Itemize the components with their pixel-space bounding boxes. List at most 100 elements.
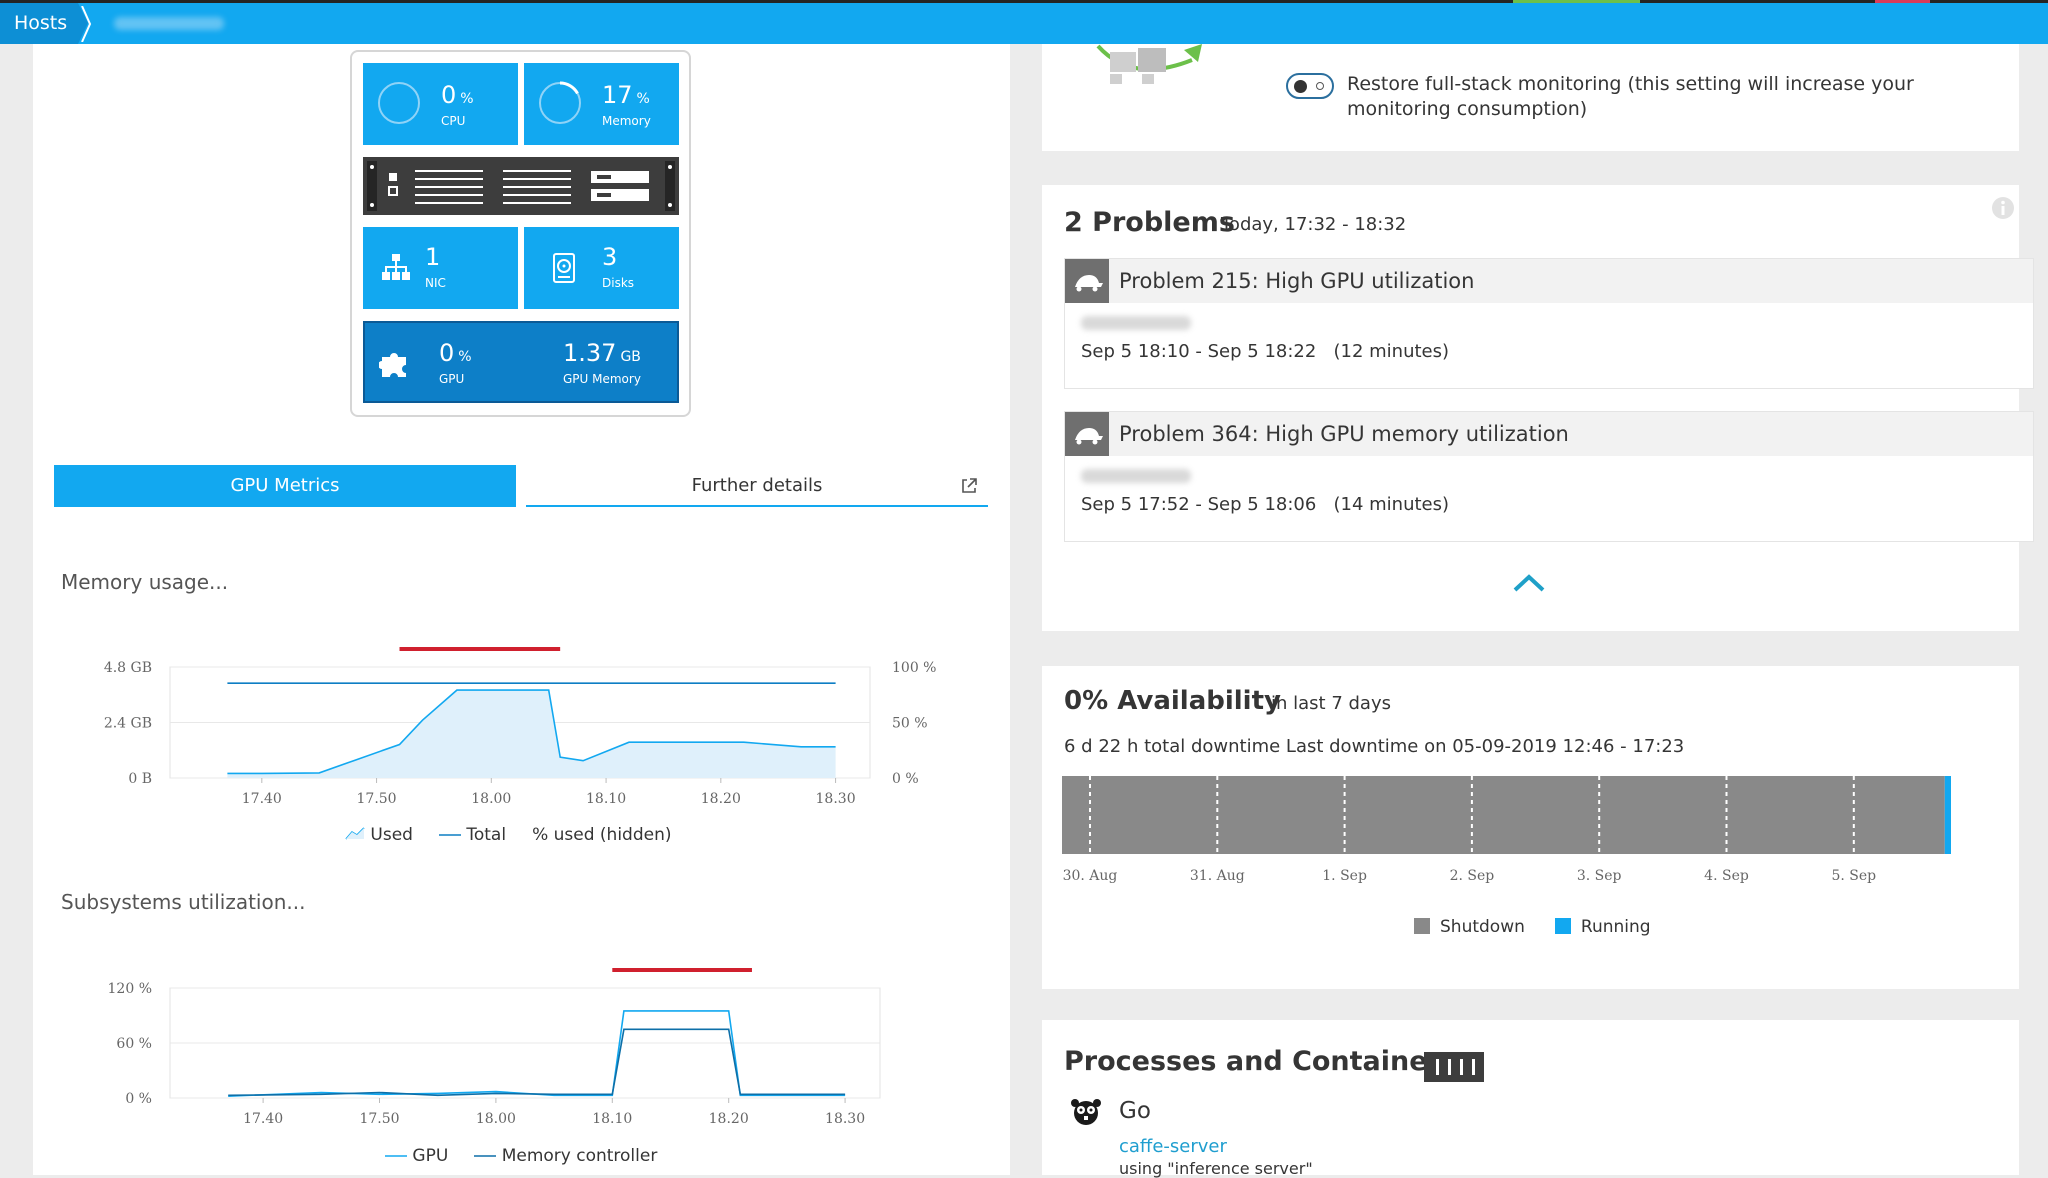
x-tick-label: 18.10 [592, 1111, 632, 1127]
memory-unit: % [636, 91, 650, 107]
disks-value: 3 [602, 243, 618, 271]
gpu-tile[interactable]: 0% GPU 1.37 GB GPU Memory [363, 321, 679, 403]
tab-further-details-label: Further details [691, 475, 823, 496]
legend-running[interactable]: Running [1554, 917, 1651, 937]
legend-swatch-shutdown [1414, 918, 1430, 934]
y-tick-label: 0 B [128, 771, 152, 787]
info-icon[interactable] [1991, 196, 2015, 220]
availability-running-bar[interactable] [1944, 776, 1951, 854]
subsystems-chart-grid [169, 987, 881, 1099]
gpu-memory-value-number: 1.37 [563, 339, 617, 367]
problem-card[interactable]: Problem 215: High GPU utilization Sep 5 … [1064, 258, 2034, 389]
puzzle-icon [379, 353, 406, 377]
memory-usage-title[interactable]: Memory usage... [61, 570, 229, 594]
problem-blurred-text [1081, 316, 1191, 330]
problem-card[interactable]: Problem 364: High GPU memory utilization… [1064, 411, 2034, 542]
problems-time-range: Today, 17:32 - 18:32 [1221, 214, 1407, 235]
line-legend-icon [474, 1155, 497, 1157]
area-legend-icon [345, 827, 365, 840]
processes-panel: Processes and Containers Go caffe-server… [1042, 1020, 2019, 1178]
cpu-unit: % [460, 91, 474, 107]
x-tick-label: 17.50 [359, 1111, 399, 1127]
process-group-icon[interactable] [1424, 1052, 1484, 1082]
x-tick-label: 18.30 [825, 1111, 865, 1127]
problem-card-header: Problem 364: High GPU memory utilization [1065, 412, 2033, 456]
availability-chart[interactable]: 30. Aug 31. Aug 1. Sep 2. Sep 3. Sep 4. Sep 5.… [1062, 776, 1962, 916]
turtle-icon [1075, 428, 1103, 445]
y-tick-label: 120 % [108, 981, 152, 997]
availability-legend: Shutdown Running [1414, 917, 1651, 937]
disks-tile[interactable]: 3 Disks [524, 227, 679, 309]
process-group-label[interactable]: Go [1119, 1098, 1151, 1124]
legend-gpu[interactable]: GPU [385, 1146, 448, 1166]
tab-gpu-metrics[interactable]: GPU Metrics [54, 465, 516, 507]
cpu-value-number: 0 [441, 81, 457, 109]
cpu-tile[interactable]: 0% CPU [363, 63, 518, 145]
cpu-value: 0% [441, 81, 474, 109]
gpu-memory-unit: GB [620, 349, 641, 365]
memory-chart-y-axis-right: 100 % 50 % 0 % [892, 660, 936, 787]
x-tick-label: 17.40 [242, 791, 282, 807]
x-tick-label: 3. Sep [1577, 868, 1622, 884]
legend-shutdown-label: Shutdown [1440, 917, 1525, 937]
legend-memory-controller[interactable]: Memory controller [474, 1146, 657, 1166]
problem-time-range: Sep 5 18:10 - Sep 5 18:22 (12 minutes) [1081, 341, 1449, 362]
memory-used-line [227, 689, 836, 775]
x-tick-label: 5. Sep [1831, 868, 1876, 884]
y-tick-label-right: 50 % [892, 716, 928, 732]
memory-used-area [227, 690, 836, 778]
y-tick-label-right: 100 % [892, 660, 936, 676]
chevron-up-icon[interactable] [1512, 572, 1546, 594]
problem-card-header: Problem 215: High GPU utilization [1065, 259, 2033, 303]
legend-used[interactable]: Used [345, 825, 413, 845]
breadcrumb-arrow [78, 3, 88, 44]
x-tick-label: 17.40 [243, 1111, 283, 1127]
breadcrumb-hosts[interactable]: Hosts [0, 3, 78, 44]
problem-duration: (12 minutes) [1333, 341, 1450, 362]
monitoring-settings-panel: Restore full-stack monitoring (this sett… [1042, 44, 2019, 151]
downtime-summary: 6 d 22 h total downtime Last downtime on… [1064, 736, 1685, 757]
x-tick-label: 18.00 [471, 791, 511, 807]
nic-tile[interactable]: 1 NIC [363, 227, 518, 309]
problem-duration: (14 minutes) [1333, 494, 1450, 515]
host-name-breadcrumb[interactable] [114, 17, 224, 30]
server-rack-icon [363, 157, 679, 215]
problems-title[interactable]: 2 Problems [1064, 207, 1235, 238]
legend-shutdown[interactable]: Shutdown [1414, 917, 1525, 937]
x-tick-label: 18.20 [701, 791, 741, 807]
gpu-value-number: 0 [439, 339, 455, 367]
memory-usage-chart[interactable]: 4.8 GB2.4 GB0 B 100 %50 %0 % 17.40 17.50 1… [60, 630, 960, 850]
external-link-icon[interactable] [960, 477, 978, 495]
availability-title[interactable]: 0% Availability [1064, 686, 1281, 716]
cpu-gauge-icon [378, 82, 420, 124]
legend-total[interactable]: Total [438, 825, 507, 845]
memory-label: Memory [602, 114, 651, 128]
x-tick-label: 18.30 [816, 791, 856, 807]
memory-chart-x-axis: 17.40 17.50 18.00 18.10 18.20 18.30 [242, 778, 856, 807]
gpu-label: GPU [439, 372, 465, 386]
disk-icon [553, 253, 575, 283]
problem-title[interactable]: Problem 215: High GPU utilization [1119, 269, 1475, 293]
y-tick-label: 4.8 GB [104, 660, 152, 676]
problems-panel: 2 Problems Today, 17:32 - 18:32 Problem … [1042, 185, 2034, 631]
process-detail: using "inference server" [1119, 1159, 1313, 1178]
legend-total-label: Total [466, 825, 507, 845]
top-bar: Hosts [0, 0, 2048, 44]
problem-title[interactable]: Problem 364: High GPU memory utilization [1119, 422, 1569, 446]
x-tick-label: 18.00 [476, 1111, 516, 1127]
subsystems-utilization-title[interactable]: Subsystems utilization... [61, 890, 306, 914]
memory-tile[interactable]: 17% Memory [524, 63, 679, 145]
subsystems-chart-x-axis: 17.40 17.50 18.00 18.10 18.20 18.30 [243, 1098, 865, 1127]
go-gopher-icon [1071, 1099, 1101, 1125]
y-tick-label: 2.4 GB [104, 716, 152, 732]
problem-icon [1065, 259, 1109, 303]
availability-shutdown-bar[interactable] [1062, 776, 1945, 854]
accent-strip-red [1875, 0, 1930, 3]
legend-percent-used[interactable]: % used (hidden) [532, 825, 671, 845]
tab-further-details[interactable]: Further details [526, 465, 988, 507]
process-link[interactable]: caffe-server [1119, 1136, 1227, 1157]
restore-monitoring-toggle[interactable] [1286, 73, 1334, 99]
processes-title[interactable]: Processes and Containers [1064, 1046, 1457, 1077]
subsystems-utilization-chart[interactable]: 120 % 60 % 0 % 17.40 17.50 18.00 18.10 18.20 18… [60, 960, 960, 1130]
memory-controller-line [228, 1028, 846, 1097]
